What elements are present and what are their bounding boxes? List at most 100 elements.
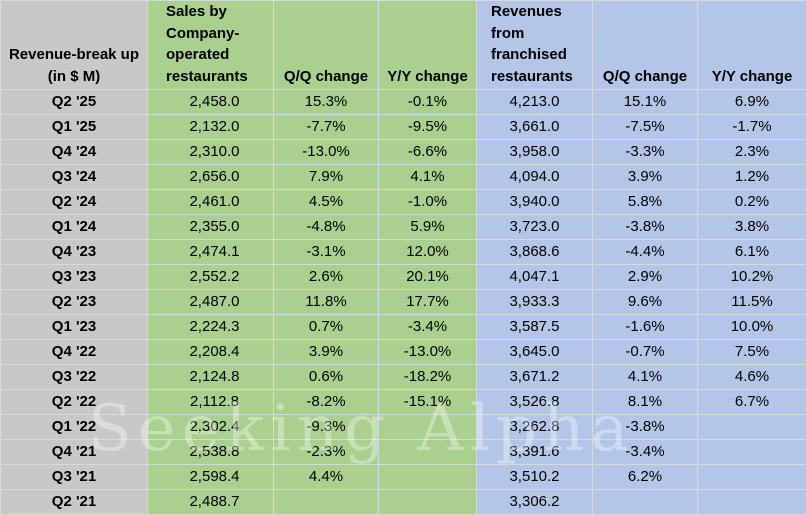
- company-sales-cell: 2,656.0: [148, 165, 274, 190]
- franchise-revenue-cell: 3,661.0: [477, 115, 593, 140]
- quarter-cell: Q3 '22: [1, 365, 148, 390]
- franchise-revenue-cell: 3,723.0: [477, 215, 593, 240]
- quarter-cell: Q4 '24: [1, 140, 148, 165]
- franchise-qq-cell: -3.8%: [593, 415, 698, 440]
- company-sales-cell: 2,538.8: [148, 440, 274, 465]
- company-qq-cell: -8.2%: [274, 390, 379, 415]
- company-yy-cell: 5.9%: [379, 215, 477, 240]
- franchise-revenue-cell: 3,671.2: [477, 365, 593, 390]
- company-sales-cell: 2,598.4: [148, 465, 274, 490]
- company-yy-cell: -9.5%: [379, 115, 477, 140]
- quarter-cell: Q4 '23: [1, 240, 148, 265]
- company-qq-cell: -4.8%: [274, 215, 379, 240]
- company-sales-cell: 2,487.0: [148, 290, 274, 315]
- franchise-revenue-cell: 3,868.6: [477, 240, 593, 265]
- company-yy-cell: [379, 490, 477, 515]
- header-company-yy: Y/Y change: [379, 1, 477, 90]
- franchise-yy-cell: -1.7%: [698, 115, 806, 140]
- company-qq-cell: 7.9%: [274, 165, 379, 190]
- franchise-revenue-cell: 3,510.2: [477, 465, 593, 490]
- quarter-cell: Q1 '22: [1, 415, 148, 440]
- company-sales-cell: 2,302.4: [148, 415, 274, 440]
- company-yy-cell: 12.0%: [379, 240, 477, 265]
- quarter-cell: Q3 '24: [1, 165, 148, 190]
- company-yy-cell: [379, 440, 477, 465]
- company-qq-cell: 0.6%: [274, 365, 379, 390]
- franchise-qq-cell: -1.6%: [593, 315, 698, 340]
- company-sales-cell: 2,458.0: [148, 90, 274, 115]
- company-yy-cell: [379, 465, 477, 490]
- franchise-revenue-cell: 4,094.0: [477, 165, 593, 190]
- franchise-yy-cell: 10.0%: [698, 315, 806, 340]
- franchise-yy-cell: 6.9%: [698, 90, 806, 115]
- franchise-qq-cell: 4.1%: [593, 365, 698, 390]
- quarter-cell: Q2 '21: [1, 490, 148, 515]
- company-sales-cell: 2,474.1: [148, 240, 274, 265]
- company-qq-cell: -13.0%: [274, 140, 379, 165]
- quarter-cell: Q4 '22: [1, 340, 148, 365]
- quarter-cell: Q1 '24: [1, 215, 148, 240]
- company-sales-cell: 2,310.0: [148, 140, 274, 165]
- company-qq-cell: 3.9%: [274, 340, 379, 365]
- franchise-revenue-cell: 4,213.0: [477, 90, 593, 115]
- franchise-yy-cell: 1.2%: [698, 165, 806, 190]
- franchise-qq-cell: 2.9%: [593, 265, 698, 290]
- franchise-revenue-cell: 3,526.8: [477, 390, 593, 415]
- header-row: Revenue-break up (in $ M) Sales by Compa…: [1, 1, 806, 90]
- company-qq-cell: -9.3%: [274, 415, 379, 440]
- franchise-yy-cell: 6.7%: [698, 390, 806, 415]
- franchise-yy-cell: 11.5%: [698, 290, 806, 315]
- franchise-qq-cell: -3.4%: [593, 440, 698, 465]
- franchise-revenue-cell: 3,587.5: [477, 315, 593, 340]
- company-sales-cell: 2,488.7: [148, 490, 274, 515]
- franchise-yy-cell: 0.2%: [698, 190, 806, 215]
- company-yy-cell: -1.0%: [379, 190, 477, 215]
- franchise-yy-cell: [698, 465, 806, 490]
- company-qq-cell: 0.7%: [274, 315, 379, 340]
- company-yy-cell: -15.1%: [379, 390, 477, 415]
- franchise-qq-cell: 5.8%: [593, 190, 698, 215]
- company-qq-cell: 11.8%: [274, 290, 379, 315]
- franchise-yy-cell: 10.2%: [698, 265, 806, 290]
- quarter-cell: Q2 '22: [1, 390, 148, 415]
- franchise-yy-cell: 2.3%: [698, 140, 806, 165]
- franchise-qq-cell: -7.5%: [593, 115, 698, 140]
- franchise-revenue-cell: 3,391.6: [477, 440, 593, 465]
- company-yy-cell: -18.2%: [379, 365, 477, 390]
- company-yy-cell: -13.0%: [379, 340, 477, 365]
- company-sales-cell: 2,124.8: [148, 365, 274, 390]
- company-sales-cell: 2,224.3: [148, 315, 274, 340]
- franchise-qq-cell: 3.9%: [593, 165, 698, 190]
- company-sales-cell: 2,112.8: [148, 390, 274, 415]
- company-yy-cell: 4.1%: [379, 165, 477, 190]
- franchise-qq-cell: [593, 490, 698, 515]
- company-sales-cell: 2,461.0: [148, 190, 274, 215]
- company-yy-cell: 17.7%: [379, 290, 477, 315]
- header-franchise-yy: Y/Y change: [698, 1, 806, 90]
- company-sales-cell: 2,355.0: [148, 215, 274, 240]
- franchise-revenue-cell: 3,933.3: [477, 290, 593, 315]
- franchise-qq-cell: 6.2%: [593, 465, 698, 490]
- quarter-cell: Q1 '23: [1, 315, 148, 340]
- header-franchise-qq: Q/Q change: [593, 1, 698, 90]
- company-sales-cell: 2,552.2: [148, 265, 274, 290]
- company-yy-cell: -3.4%: [379, 315, 477, 340]
- franchise-qq-cell: 9.6%: [593, 290, 698, 315]
- franchise-yy-cell: [698, 415, 806, 440]
- company-yy-cell: -0.1%: [379, 90, 477, 115]
- company-yy-cell: -6.6%: [379, 140, 477, 165]
- franchise-yy-cell: 6.1%: [698, 240, 806, 265]
- franchise-yy-cell: 7.5%: [698, 340, 806, 365]
